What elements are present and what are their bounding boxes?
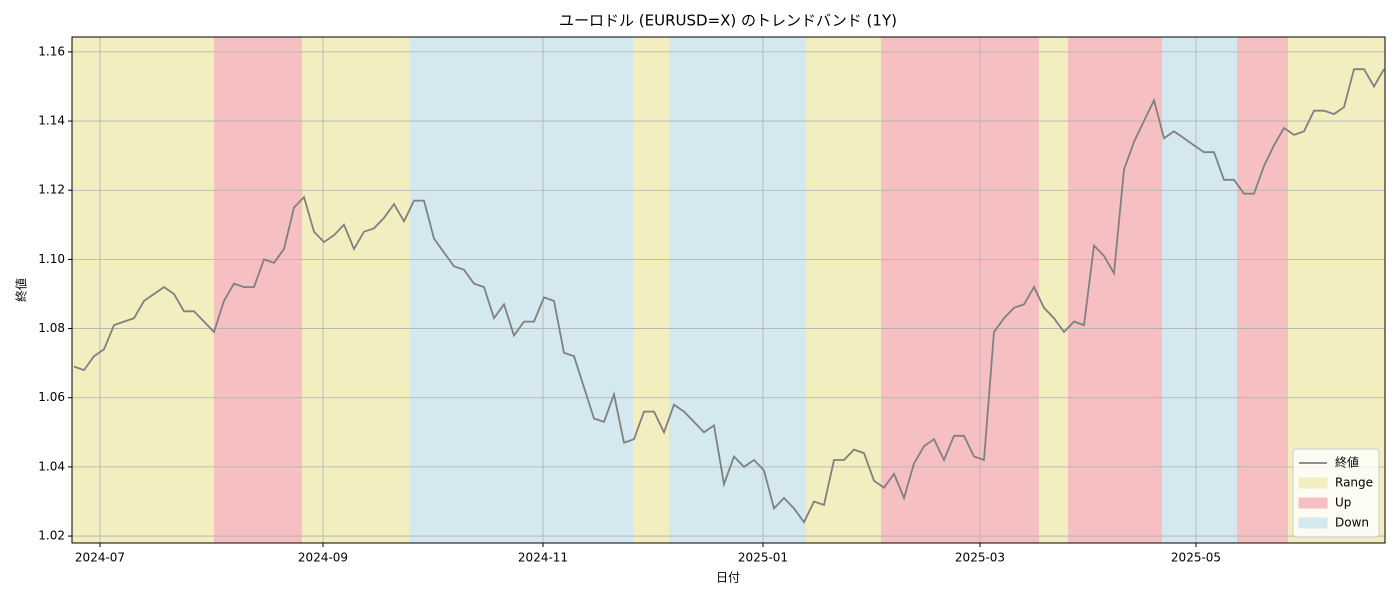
x-axis-label: 日付 bbox=[716, 571, 740, 585]
y-tick-label: 1.04 bbox=[38, 459, 65, 473]
legend-label: Up bbox=[1335, 496, 1351, 510]
legend-label: Down bbox=[1335, 516, 1369, 530]
legend-swatch bbox=[1298, 497, 1328, 509]
y-tick-label: 1.14 bbox=[38, 114, 65, 128]
chart-title: ユーロドル (EURUSD=X) のトレンドバンド (1Y) bbox=[559, 12, 897, 30]
legend-label: 終値 bbox=[1335, 455, 1359, 470]
y-tick-label: 1.10 bbox=[38, 252, 65, 266]
legend-label: Range bbox=[1335, 476, 1373, 490]
y-tick-label: 1.06 bbox=[38, 390, 65, 404]
x-tick-label: 2024-07 bbox=[75, 551, 125, 565]
y-axis-label: 終値 bbox=[14, 278, 29, 302]
y-tick-label: 1.12 bbox=[38, 183, 65, 197]
x-tick-label: 2024-09 bbox=[298, 551, 348, 565]
y-tick-label: 1.08 bbox=[38, 321, 65, 335]
legend-swatch bbox=[1298, 477, 1328, 489]
price-line bbox=[73, 68, 1385, 524]
x-tick-label: 2025-03 bbox=[955, 551, 1005, 565]
x-tick-label: 2025-05 bbox=[1171, 551, 1221, 565]
x-tick-label: 2025-01 bbox=[738, 551, 788, 565]
x-tick-label: 2024-11 bbox=[518, 551, 568, 565]
y-tick-label: 1.02 bbox=[38, 529, 65, 543]
y-tick-label: 1.16 bbox=[38, 44, 65, 58]
plot-frame bbox=[71, 36, 1386, 544]
legend-swatch bbox=[1298, 517, 1328, 529]
legend-box bbox=[1292, 448, 1380, 538]
